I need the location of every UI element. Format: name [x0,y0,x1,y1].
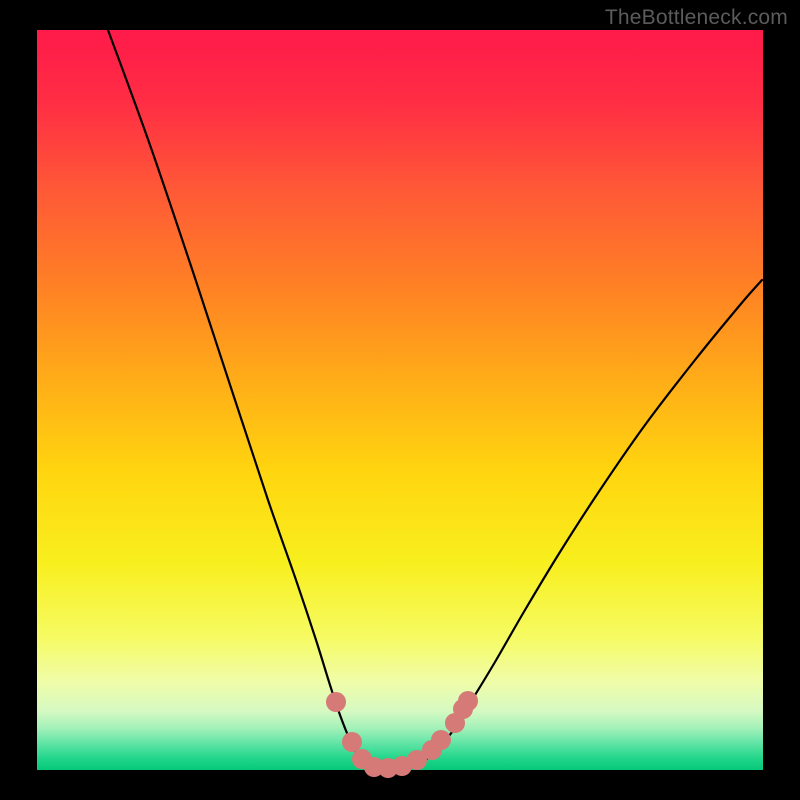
chart-canvas: TheBottleneck.com [0,0,800,800]
data-marker [342,732,362,752]
watermark-text: TheBottleneck.com [605,6,788,30]
data-marker [431,730,451,750]
data-marker [326,692,346,712]
bottleneck-chart [0,0,800,800]
plot-area [37,30,763,770]
data-marker [458,691,478,711]
